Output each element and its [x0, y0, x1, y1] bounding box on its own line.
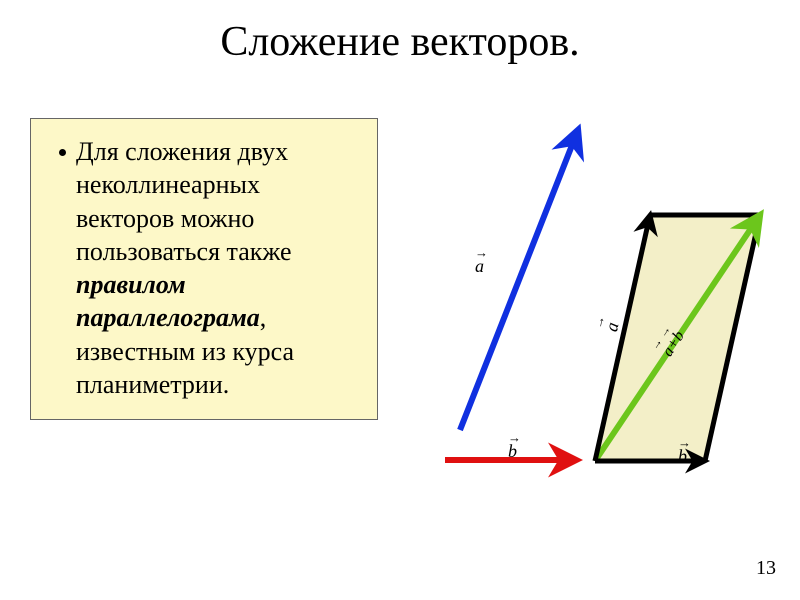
- bullet-text-keyword: правилом параллелограма: [76, 270, 260, 332]
- svg-text:→ b: → b: [508, 426, 526, 461]
- bullet-dot-icon: [59, 149, 66, 156]
- bullet-text: Для сложения двух неколлинеарных векторо…: [76, 135, 363, 401]
- label-free-a: → a: [475, 241, 493, 276]
- svg-text:→ a: → a: [586, 309, 624, 333]
- label-free-b: → b: [508, 426, 526, 461]
- slide: Сложение векторов. Для сложения двух нек…: [0, 0, 800, 600]
- label-par-a: → a: [586, 309, 624, 333]
- page-number: 13: [756, 557, 776, 580]
- bullet-item: Для сложения двух неколлинеарных векторо…: [59, 135, 363, 401]
- slide-title: Сложение векторов.: [0, 18, 800, 66]
- bullet-text-pre: Для сложения двух неколлинеарных векторо…: [76, 137, 292, 266]
- svg-text:→ a: → a: [475, 241, 493, 276]
- free-vector-a: [460, 130, 578, 430]
- text-box: Для сложения двух неколлинеарных векторо…: [30, 118, 378, 420]
- vector-diagram: → a → b → a → b → →: [400, 105, 780, 485]
